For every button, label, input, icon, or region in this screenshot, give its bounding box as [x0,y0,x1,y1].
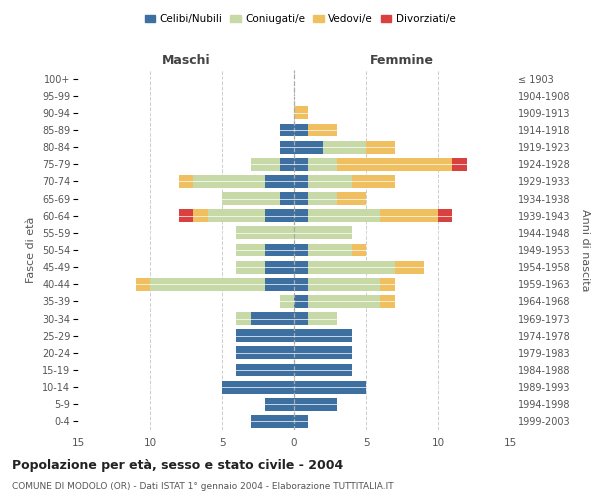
Bar [380,295,395,308]
Bar [294,226,352,239]
Bar [294,398,337,410]
Text: COMUNE DI MODOLO (OR) - Dati ISTAT 1° gennaio 2004 - Elaborazione TUTTITALIA.IT: COMUNE DI MODOLO (OR) - Dati ISTAT 1° ge… [12,482,394,491]
Bar [236,330,294,342]
Bar [222,380,294,394]
Bar [294,124,308,136]
Bar [337,158,452,170]
Bar [308,158,337,170]
Bar [308,278,380,290]
Bar [308,295,380,308]
Bar [265,398,294,410]
Bar [280,192,294,205]
Bar [438,210,452,222]
Bar [308,244,352,256]
Text: Femmine: Femmine [370,54,434,66]
Bar [294,140,323,153]
Bar [294,158,308,170]
Bar [366,140,395,153]
Legend: Celibi/Nubili, Coniugati/e, Vedovi/e, Divorziati/e: Celibi/Nubili, Coniugati/e, Vedovi/e, Di… [140,10,460,29]
Bar [265,244,294,256]
Bar [294,380,366,394]
Bar [294,192,308,205]
Bar [294,364,352,376]
Bar [136,278,150,290]
Bar [294,278,308,290]
Bar [308,192,337,205]
Bar [380,210,438,222]
Bar [251,415,294,428]
Bar [308,260,395,274]
Text: Maschi: Maschi [161,54,211,66]
Bar [294,260,308,274]
Bar [308,210,380,222]
Bar [280,140,294,153]
Bar [236,312,251,325]
Bar [294,244,308,256]
Bar [222,192,280,205]
Bar [323,140,366,153]
Bar [294,295,308,308]
Bar [251,312,294,325]
Bar [179,175,193,188]
Y-axis label: Fasce di età: Fasce di età [26,217,37,283]
Bar [280,295,294,308]
Bar [265,278,294,290]
Bar [452,158,467,170]
Bar [150,278,265,290]
Bar [208,210,265,222]
Bar [294,415,308,428]
Bar [294,106,308,120]
Bar [265,260,294,274]
Bar [193,210,208,222]
Bar [352,244,366,256]
Bar [380,278,395,290]
Bar [294,175,308,188]
Bar [294,346,352,360]
Bar [352,175,395,188]
Bar [236,364,294,376]
Bar [294,312,308,325]
Bar [395,260,424,274]
Bar [179,210,193,222]
Bar [236,226,294,239]
Bar [265,175,294,188]
Bar [308,175,352,188]
Bar [280,124,294,136]
Bar [308,124,337,136]
Bar [308,312,337,325]
Bar [193,175,265,188]
Bar [337,192,366,205]
Y-axis label: Anni di nascita: Anni di nascita [580,209,590,291]
Bar [236,260,265,274]
Bar [251,158,280,170]
Bar [294,210,308,222]
Text: Popolazione per età, sesso e stato civile - 2004: Popolazione per età, sesso e stato civil… [12,460,343,472]
Bar [294,330,352,342]
Bar [265,210,294,222]
Bar [280,158,294,170]
Bar [236,346,294,360]
Bar [236,244,265,256]
